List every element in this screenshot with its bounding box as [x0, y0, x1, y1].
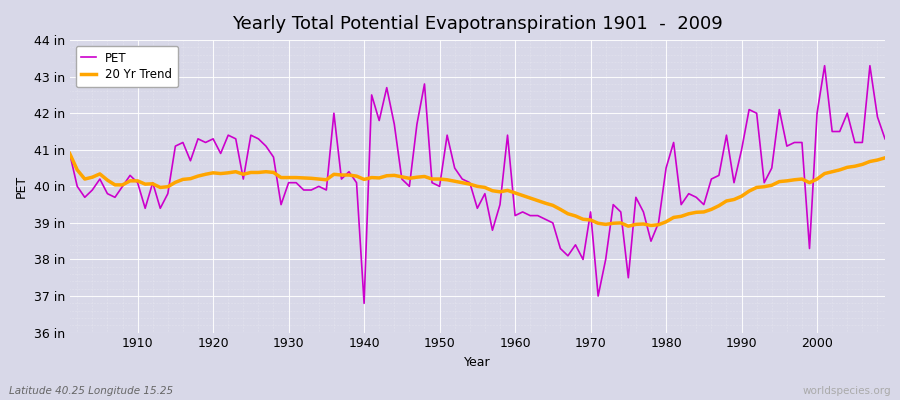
X-axis label: Year: Year [464, 356, 491, 369]
PET [819, 63, 830, 68]
Legend: PET, 20 Yr Trend: PET, 20 Yr Trend [76, 46, 178, 87]
20 Yr Trend [623, 224, 634, 228]
PET [125, 173, 136, 178]
Title: Yearly Total Potential Evapotranspiration 1901  -  2009: Yearly Total Potential Evapotranspiratio… [232, 15, 723, 33]
PET [291, 180, 302, 185]
Text: Latitude 40.25 Longitude 15.25: Latitude 40.25 Longitude 15.25 [9, 386, 173, 396]
PET [336, 177, 346, 182]
20 Yr Trend [502, 188, 513, 193]
20 Yr Trend [125, 178, 136, 183]
PET [608, 202, 618, 207]
20 Yr Trend [509, 190, 520, 195]
PET [509, 213, 520, 218]
PET [359, 301, 370, 306]
PET [879, 136, 890, 141]
PET [518, 210, 528, 214]
Line: 20 Yr Trend: 20 Yr Trend [69, 154, 885, 226]
20 Yr Trend [336, 173, 346, 178]
20 Yr Trend [600, 222, 611, 227]
Line: PET: PET [69, 66, 885, 303]
Y-axis label: PET: PET [15, 175, 28, 198]
PET [64, 151, 75, 156]
20 Yr Trend [879, 156, 890, 160]
20 Yr Trend [291, 175, 302, 180]
20 Yr Trend [64, 151, 75, 156]
Text: worldspecies.org: worldspecies.org [803, 386, 891, 396]
